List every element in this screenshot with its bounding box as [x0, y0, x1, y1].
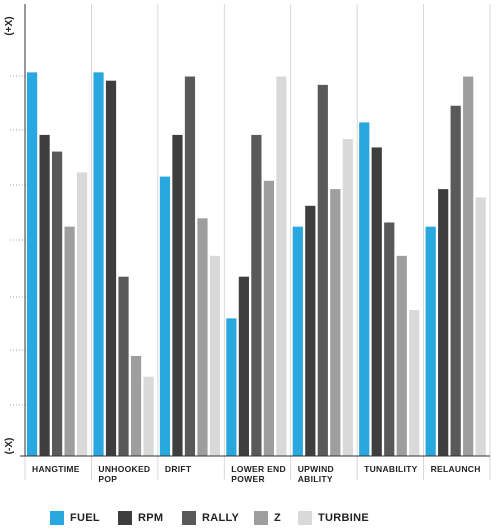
bar-turbine-0: [77, 172, 88, 456]
legend-label: RPM: [138, 512, 164, 524]
bar-z-1: [130, 355, 142, 456]
bar-turbine-5: [409, 310, 420, 456]
bar-rpm-1: [105, 80, 117, 456]
bar-rpm-5: [371, 147, 382, 457]
bar-z-3: [263, 180, 274, 456]
bar-turbine-2: [209, 255, 221, 456]
bar-rally-1: [118, 276, 129, 456]
bar-rpm-3: [238, 276, 249, 456]
bar-turbine-1: [143, 376, 154, 456]
category-label: RELAUNCH: [431, 464, 481, 474]
bar-fuel-0: [27, 72, 38, 457]
legend-label: Z: [274, 512, 282, 524]
category-label: POP: [98, 474, 117, 484]
bar-rally-6: [450, 105, 461, 456]
bar-z-0: [64, 226, 75, 456]
y-axis-top-label: (+X): [4, 16, 15, 35]
bar-z-2: [197, 218, 208, 456]
bar-rally-5: [384, 222, 395, 456]
chart-grid: [10, 4, 491, 480]
bar-rpm-0: [39, 134, 50, 456]
bar-z-4: [330, 189, 341, 456]
legend-swatch: [298, 511, 312, 525]
bar-fuel-3: [226, 318, 237, 456]
legend-swatch: [50, 511, 64, 525]
bar-rpm-6: [438, 189, 449, 456]
category-label: POWER: [231, 474, 265, 484]
bar-fuel-5: [359, 122, 370, 457]
legend-item-turbine: TURBINE: [298, 508, 369, 528]
bar-rally-0: [52, 151, 63, 456]
category-label: DRIFT: [165, 464, 192, 474]
legend-swatch: [118, 511, 132, 525]
bar-rally-4: [317, 84, 328, 457]
bar-fuel-4: [292, 226, 303, 456]
category-label: LOWER END: [231, 464, 286, 474]
bar-turbine-3: [276, 76, 287, 456]
category-label: TUNABILITY: [364, 464, 418, 474]
bar-rally-3: [251, 134, 262, 456]
legend-item-rpm: RPM: [118, 508, 163, 528]
category-label: UNHOOKED: [98, 464, 150, 474]
bar-z-5: [396, 255, 407, 456]
bar-rally-2: [184, 76, 196, 456]
bar-turbine-4: [342, 139, 353, 456]
bar-fuel-6: [425, 226, 436, 456]
chart-legend: FUEL RPM RALLY Z TURBINE: [0, 508, 500, 528]
category-label: ABILITY: [298, 474, 333, 484]
y-axis-bottom-label: (-X): [4, 438, 15, 455]
bar-fuel-1: [93, 72, 104, 457]
legend-item-z: Z: [254, 508, 281, 528]
legend-label: RALLY: [202, 512, 240, 524]
bar-turbine-6: [475, 197, 486, 456]
bar-z-6: [463, 76, 474, 456]
bar-rpm-2: [172, 134, 183, 456]
legend-item-fuel: FUEL: [50, 508, 100, 528]
category-label: UPWIND: [298, 464, 334, 474]
chart-bars: [27, 72, 486, 457]
bar-fuel-2: [159, 176, 171, 457]
legend-label: FUEL: [70, 512, 100, 524]
legend-item-rally: RALLY: [182, 508, 239, 528]
legend-swatch: [254, 511, 268, 525]
category-label: HANGTIME: [32, 464, 80, 474]
legend-swatch: [182, 511, 196, 525]
legend-label: TURBINE: [318, 512, 369, 524]
chart-axes: [20, 4, 490, 457]
bar-rpm-4: [305, 205, 316, 456]
